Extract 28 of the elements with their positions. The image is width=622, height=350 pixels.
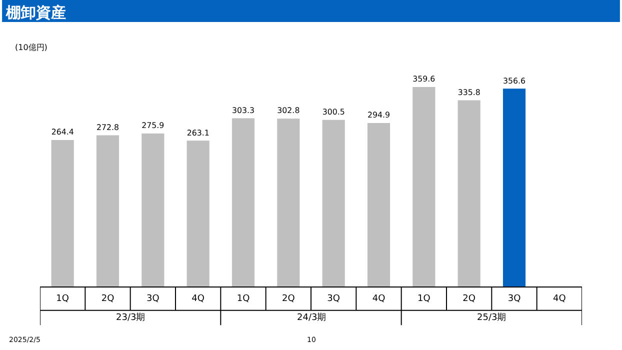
data-label: 335.8 bbox=[458, 88, 480, 97]
x-tick-label: 4Q bbox=[372, 294, 386, 304]
text: 24/3期 bbox=[297, 312, 326, 323]
data-label: 272.8 bbox=[96, 122, 120, 132]
data-label: 356.6 bbox=[502, 76, 526, 86]
data-label: 263.1 bbox=[186, 128, 210, 138]
data-label: 300.5 bbox=[322, 108, 345, 117]
data-label: 264.4 bbox=[51, 128, 74, 137]
chart-title: 棚卸資産 bbox=[5, 4, 66, 22]
data-label: 359.6 bbox=[412, 74, 436, 84]
x-tick-label: 4Q bbox=[192, 294, 204, 304]
x-tick-label: 2Q bbox=[462, 294, 476, 304]
x-tick-label: 3Q bbox=[146, 294, 160, 304]
x-tick-label: 2Q bbox=[101, 294, 114, 304]
x-tick-label: 1Q bbox=[418, 294, 430, 304]
data-label: 294.9 bbox=[367, 110, 390, 120]
text: 23/3期 bbox=[116, 312, 146, 323]
data-label: 303.3 bbox=[232, 106, 255, 115]
text: 25/3期 bbox=[477, 312, 506, 323]
x-tick-label: 1Q bbox=[56, 294, 69, 304]
x-tick-label: 3Q bbox=[508, 294, 521, 304]
data-label: 302.8 bbox=[277, 106, 300, 116]
y-axis-title: (10億円) bbox=[15, 43, 48, 52]
x-tick-label: 4Q bbox=[553, 294, 566, 304]
x-tick-label: 2Q bbox=[282, 294, 295, 304]
x-tick-label: 1Q bbox=[236, 294, 250, 304]
x-tick-label: 3Q bbox=[327, 294, 340, 304]
data-label: 275.9 bbox=[142, 121, 164, 130]
